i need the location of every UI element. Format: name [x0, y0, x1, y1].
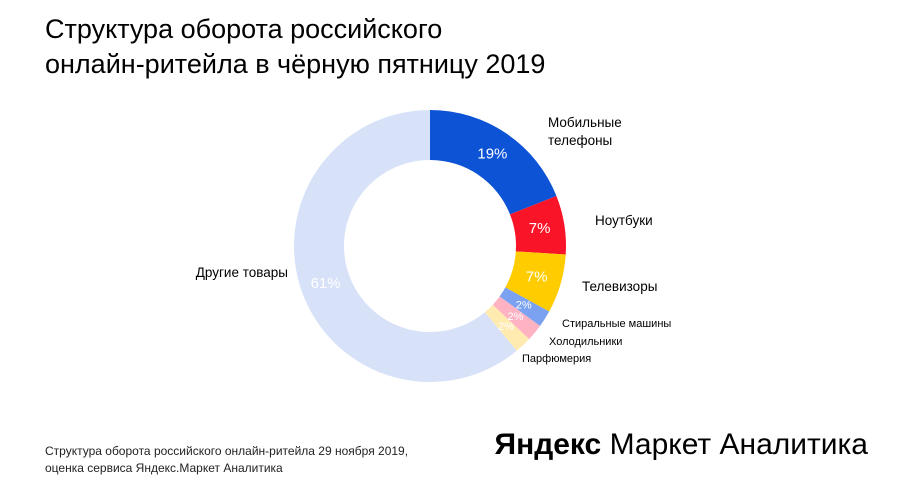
donut-percent-label-5: 2% — [498, 321, 514, 333]
segment-label-tvs: Телевизоры — [582, 279, 658, 294]
logo-rest: Маркет Аналитика — [609, 428, 868, 461]
footer-note: Структура оборота российского онлайн-рит… — [45, 443, 408, 477]
donut-percent-label-6: 61% — [311, 275, 341, 292]
donut-segment-0 — [430, 110, 557, 215]
donut-segment-1 — [509, 195, 566, 255]
donut-percent-label-1: 7% — [529, 220, 551, 237]
chart-title-line2: онлайн-ритейла в чёрную пятницу 2019 — [45, 49, 546, 80]
donut-segment-2 — [505, 251, 566, 312]
donut-percent-label-0: 19% — [477, 146, 507, 163]
footer-note-line1: Структура оборота российского онлайн-рит… — [45, 444, 409, 458]
donut-segment-6 — [294, 110, 517, 383]
donut-percent-label-4: 2% — [508, 311, 524, 323]
segment-label-mobile-phones: Мобильные телефоны — [548, 115, 622, 149]
segment-label-washing-machines: Стиральные машины — [562, 318, 672, 330]
segment-label-perfume: Парфюмерия — [522, 353, 592, 365]
donut-segment-3 — [499, 287, 550, 326]
donut-percent-label-2: 7% — [526, 269, 548, 286]
yandex-market-analytics-logo: Яндекс Маркет Аналитика — [495, 428, 868, 462]
segment-label-other-goods: Другие товары — [195, 265, 288, 280]
donut-chart: 19% 7% 7% 2%2%2% 61% — [294, 110, 566, 383]
segment-label-refrigerators: Холодильники — [549, 336, 623, 348]
chart-title: Структура оборота российского онлайн-рит… — [45, 12, 545, 82]
footer-note-line2: оценка сервиса Яндекс.Маркет Аналитика — [45, 460, 283, 475]
donut-percent-label-3: 2% — [516, 300, 532, 312]
chart-title-line1: Структура оборота российского — [45, 14, 443, 44]
donut-segment-4 — [492, 296, 541, 340]
segment-label-laptops: Ноутбуки — [595, 213, 653, 228]
donut-chart-container: 19% 7% 7% 2% 2% 2% 61% — [290, 106, 570, 386]
logo-brand: Яндекс — [494, 428, 602, 461]
donut-segment-5 — [484, 304, 530, 351]
